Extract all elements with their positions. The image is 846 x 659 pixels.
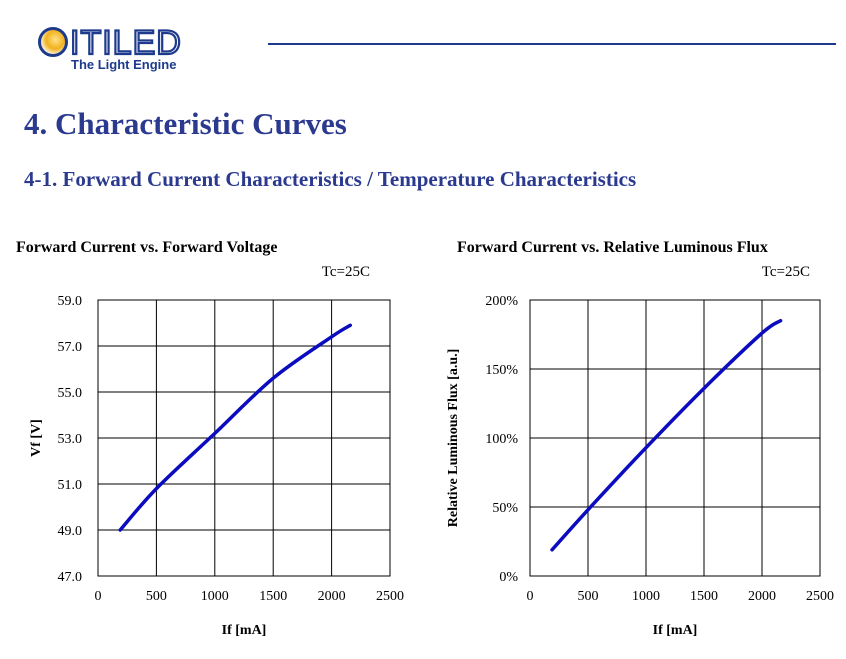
y-tick-label: 55.0	[58, 386, 83, 401]
y-tick-label: 59.0	[58, 294, 83, 309]
chart-title: Forward Current vs. Forward Voltage	[16, 239, 277, 256]
x-axis-label: If [mA]	[653, 623, 698, 638]
y-tick-label: 57.0	[58, 340, 83, 355]
chart-vf: Forward Current vs. Forward Voltage Tc=25…	[16, 239, 404, 638]
x-axis-label: If [mA]	[222, 623, 267, 638]
x-tick-label: 2000	[318, 589, 346, 604]
y-tick-label: 50%	[492, 501, 518, 516]
x-tick-label: 0	[527, 589, 534, 604]
x-tick-label: 2000	[748, 589, 776, 604]
chart-condition-note: Tc=25C	[322, 264, 370, 280]
chart-flux: Forward Current vs. Relative Luminous Fl…	[446, 239, 834, 638]
x-tick-label: 500	[146, 589, 167, 604]
y-tick-label: 51.0	[58, 478, 83, 493]
y-tick-label: 53.0	[58, 432, 83, 447]
y-tick-label: 200%	[485, 294, 518, 309]
x-tick-label: 2500	[806, 589, 834, 604]
y-axis-label: Vf [V]	[29, 419, 44, 457]
x-tick-label: 0	[95, 589, 102, 604]
series-line	[118, 323, 353, 532]
logo-tagline: The Light Engine	[71, 57, 177, 72]
logo-orb-icon	[38, 27, 68, 57]
subsection-title: 4-1. Forward Current Characteristics / T…	[24, 167, 637, 191]
header-rule	[268, 43, 836, 45]
plot-frame	[529, 299, 821, 577]
y-tick-label: 100%	[485, 432, 518, 447]
y-tick-label: 47.0	[58, 570, 83, 585]
chart-title: Forward Current vs. Relative Luminous Fl…	[457, 239, 768, 256]
y-tick-label: 49.0	[58, 524, 83, 539]
section-title: 4. Characteristic Curves	[24, 106, 347, 141]
citiled-logo: ITILED	[38, 25, 182, 61]
chart-condition-note: Tc=25C	[762, 264, 810, 280]
series-line	[550, 318, 783, 552]
plot-frame	[97, 299, 391, 577]
y-tick-label: 150%	[485, 363, 518, 378]
x-tick-label: 1000	[632, 589, 660, 604]
y-axis-label: Relative Luminous Flux [a.u.]	[446, 349, 461, 528]
x-tick-label: 1500	[259, 589, 287, 604]
x-tick-label: 1500	[690, 589, 718, 604]
x-tick-label: 2500	[376, 589, 404, 604]
x-tick-label: 500	[578, 589, 599, 604]
x-tick-label: 1000	[201, 589, 229, 604]
y-tick-label: 0%	[499, 570, 518, 585]
